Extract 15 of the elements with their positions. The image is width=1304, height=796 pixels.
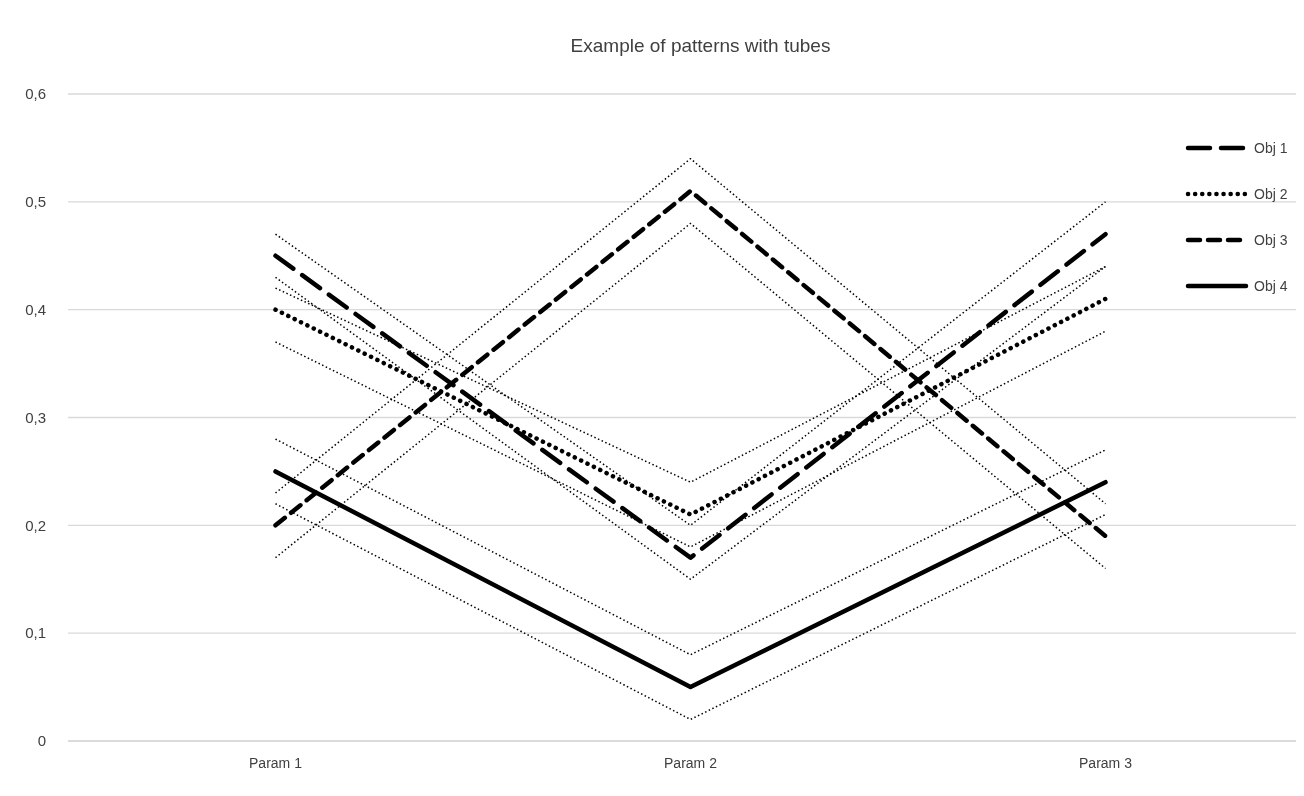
x-tick-label: Param 3 xyxy=(1079,754,1133,771)
chart-title: Example of patterns with tubes xyxy=(570,35,831,56)
legend-label: Obj 1 xyxy=(1254,139,1288,156)
y-tick-label: 0,6 xyxy=(25,85,46,103)
x-tick-label: Param 1 xyxy=(249,754,303,771)
legend-label: Obj 3 xyxy=(1254,231,1288,248)
y-tick-label: 0,2 xyxy=(25,516,46,534)
legend-label: Obj 2 xyxy=(1254,185,1288,202)
y-tick-label: 0,1 xyxy=(25,624,46,642)
legend-label: Obj 4 xyxy=(1254,277,1288,294)
x-tick-label: Param 2 xyxy=(664,754,718,771)
y-tick-label: 0,5 xyxy=(25,193,46,211)
y-tick-label: 0 xyxy=(37,732,46,750)
y-tick-label: 0,3 xyxy=(25,408,46,426)
y-tick-label: 0,4 xyxy=(25,300,46,318)
